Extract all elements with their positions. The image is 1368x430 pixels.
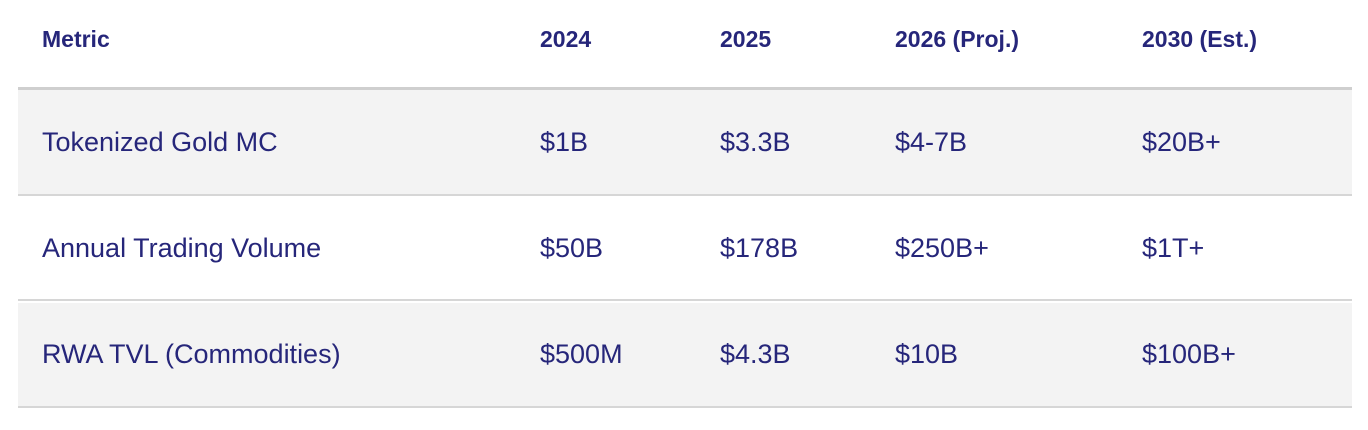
- table-cell: $500M: [540, 339, 623, 369]
- row-label: Annual Trading Volume: [42, 233, 322, 263]
- row-label: RWA TVL (Commodities): [42, 339, 341, 369]
- table-cell: $10B: [895, 339, 959, 369]
- table-cell: $20B+: [1142, 126, 1221, 157]
- table-cell: $3.3B: [720, 126, 791, 157]
- column-header: 2024: [540, 26, 592, 52]
- column-header: 2025: [720, 26, 772, 52]
- table-cell: $250B+: [895, 233, 989, 263]
- row-label: Tokenized Gold MC: [42, 126, 278, 157]
- table-row: Annual Trading Volume $50B $178B $250B+ $1T+: [18, 198, 1352, 301]
- column-header: 2026 (Proj.): [895, 26, 1019, 52]
- table-cell: $1T+: [1142, 233, 1205, 263]
- table-cell: $4-7B: [895, 126, 968, 157]
- data-table: Metric 2024 2025 2026 (Proj.) 2030 (Est.) Tok…: [18, 0, 1352, 410]
- table-cell: $4.3B: [720, 339, 791, 369]
- table-cell: $50B: [540, 233, 604, 263]
- column-header: Metric: [42, 26, 110, 52]
- table-row: Tokenized Gold MC $1B $3.3B $4-7B $20B+: [18, 90, 1352, 196]
- header-row: Metric 2024 2025 2026 (Proj.) 2030 (Est.): [18, 0, 1352, 90]
- table-row: RWA TVL (Commodities) $500M $4.3B $10B $100B…: [18, 303, 1352, 408]
- table-cell: $100B+: [1142, 339, 1236, 369]
- table-cell: $1B: [540, 126, 589, 157]
- table-cell: $178B: [720, 233, 799, 263]
- column-header: 2030 (Est.): [1142, 26, 1258, 52]
